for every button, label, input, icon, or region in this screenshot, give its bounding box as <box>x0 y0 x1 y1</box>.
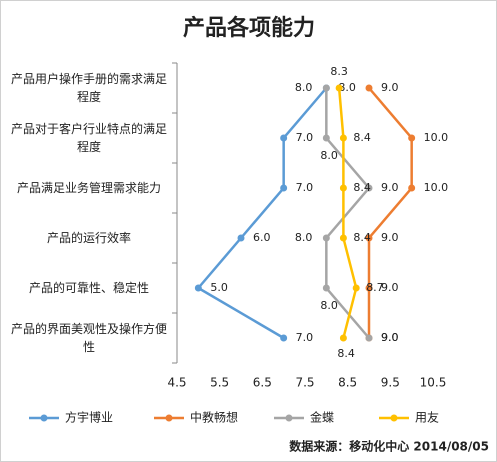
data-label: 8.7 <box>366 281 384 294</box>
data-label: 8.0 <box>338 81 356 94</box>
category-label: 产品对于客户行业特点的满足程度 <box>10 122 167 154</box>
x-tick-label: 6.5 <box>253 376 272 390</box>
data-label: 8.4 <box>337 347 355 360</box>
marker <box>339 184 347 192</box>
data-label: 8.4 <box>353 231 371 244</box>
marker <box>352 284 360 292</box>
category-label: 产品的运行效率 <box>46 231 131 245</box>
data-label: 8.4 <box>353 181 371 194</box>
marker <box>408 134 416 142</box>
marker <box>365 84 373 92</box>
x-tick-label: 4.5 <box>167 376 186 390</box>
marker <box>408 184 416 192</box>
chart-title: 产品各项能力 <box>183 15 315 41</box>
data-label: 9.0 <box>381 331 399 344</box>
data-label: 5.0 <box>210 281 228 294</box>
legend-marker <box>40 414 48 422</box>
x-tick-label: 9.5 <box>381 376 400 390</box>
marker <box>280 334 288 342</box>
data-label: 9.0 <box>381 81 399 94</box>
data-label: 8.0 <box>320 299 338 312</box>
data-label: 10.0 <box>424 131 449 144</box>
legend-label: 中教畅想 <box>190 410 238 425</box>
marker <box>280 134 288 142</box>
data-label: 8.3 <box>330 65 348 78</box>
series-line <box>325 88 371 339</box>
legend-label: 用友 <box>415 411 439 425</box>
data-label: 9.0 <box>381 231 399 244</box>
legend-marker <box>165 414 173 422</box>
series-line <box>196 87 328 340</box>
data-label: 7.0 <box>296 331 314 344</box>
category-label: 产品满足业务管理需求能力 <box>16 181 161 195</box>
marker <box>335 84 343 92</box>
marker <box>322 234 330 242</box>
marker <box>280 184 288 192</box>
data-label: 9.0 <box>381 331 399 344</box>
category-label: 产品的可靠性、稳定性 <box>28 281 149 295</box>
legend-marker <box>390 414 398 422</box>
marker <box>365 334 373 342</box>
legend-label: 方宇博业 <box>65 410 113 425</box>
data-label: 8.0 <box>295 81 313 94</box>
category-label: 产品用户操作手册的需求满足程度 <box>10 72 167 104</box>
x-tick-label: 10.5 <box>420 376 447 390</box>
legend-marker <box>285 414 293 422</box>
x-tick-label: 8.5 <box>338 376 357 390</box>
data-label: 9.0 <box>381 281 399 294</box>
series-line <box>367 87 413 338</box>
legend-label: 金蝶 <box>310 410 334 425</box>
data-label: 6.0 <box>253 231 271 244</box>
marker <box>194 284 202 292</box>
marker <box>237 234 245 242</box>
data-label: 7.0 <box>296 181 314 194</box>
marker <box>365 284 373 292</box>
source: 数据来源：移动化中心 2014/08/05 <box>289 439 489 454</box>
data-label: 9.0 <box>381 181 399 194</box>
marker <box>365 234 373 242</box>
data-label: 7.0 <box>296 131 314 144</box>
marker <box>339 334 347 342</box>
marker <box>339 134 347 142</box>
marker <box>322 134 330 142</box>
data-label: 10.0 <box>424 181 449 194</box>
data-label: 8.0 <box>295 231 313 244</box>
data-label: 8.0 <box>320 149 338 162</box>
data-label: 8.4 <box>353 131 371 144</box>
marker <box>322 284 330 292</box>
marker <box>339 234 347 242</box>
marker <box>365 184 373 192</box>
x-tick-label: 5.5 <box>210 376 229 390</box>
x-tick-label: 7.5 <box>295 376 314 390</box>
marker <box>322 84 330 92</box>
series-line <box>337 87 358 339</box>
category-label: 产品的界面美观性及操作方便性 <box>10 322 167 354</box>
